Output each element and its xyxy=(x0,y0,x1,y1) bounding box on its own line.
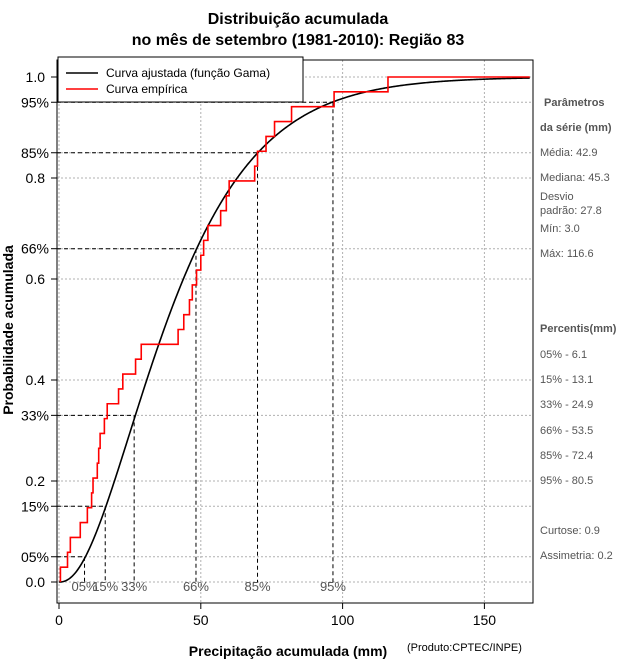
fitted-gamma-curve xyxy=(58,77,530,583)
y-percentile-label: 33% xyxy=(21,407,49,423)
stat-curtose: Curtose: 0.9 xyxy=(540,525,600,537)
percentile-33: 33% - 24.9 xyxy=(540,399,594,411)
chart-title-line2: no mês de setembro (1981-2010): Região 8… xyxy=(132,32,465,49)
y-tick-label: 1.0 xyxy=(26,69,46,85)
y-percentile-label: 95% xyxy=(21,94,49,110)
percentile-15: 15% - 13.1 xyxy=(540,374,594,386)
x-percentile-label: 95% xyxy=(320,579,346,594)
x-percentile-label: 66% xyxy=(183,579,209,594)
params-heading: Parâmetros xyxy=(544,97,605,109)
x-percentile-label: 33% xyxy=(121,579,147,594)
y-tick-label: 0.4 xyxy=(26,372,46,388)
stat-max: Máx: 116.6 xyxy=(540,248,594,260)
y-percentile-label: 05% xyxy=(21,549,49,565)
percentile-reference-lines xyxy=(57,101,334,582)
y-tick-label: 0.8 xyxy=(26,170,46,186)
y-percentile-label: 85% xyxy=(21,145,49,161)
credit-label: (Produto:CPTEC/INPE) xyxy=(407,642,522,654)
x-percentile-label: 05% xyxy=(72,579,98,594)
stat-assimetria: Assimetria: 0.2 xyxy=(540,550,613,562)
x-tick-label: 100 xyxy=(331,612,355,628)
stat-min: Mín: 3.0 xyxy=(540,223,580,235)
y-tick-label: 0.6 xyxy=(26,271,46,287)
axis-ticks: 0 50 100 1500.00.20.40.60.81.005%15%33%66%8… xyxy=(21,69,496,628)
percentile-85: 85% - 72.4 xyxy=(540,450,594,462)
x-tick-label: 150 xyxy=(473,612,497,628)
chart-title-line1: Distribuição acumulada xyxy=(208,11,389,28)
y-percentile-label: 66% xyxy=(21,241,49,257)
y-tick-label: 0.2 xyxy=(26,473,46,489)
empirical-step-curve xyxy=(59,76,530,582)
params-heading-unit: da série (mm) xyxy=(540,122,612,134)
stat-mediana: Mediana: 45.3 xyxy=(540,172,610,184)
x-percentile-label: 85% xyxy=(245,579,271,594)
grid-lines xyxy=(57,60,533,603)
y-percentile-label: 15% xyxy=(21,498,49,514)
stat-desvio-label: Desvio xyxy=(540,191,574,203)
plot-frame xyxy=(56,59,534,604)
percentile-95: 95% - 80.5 xyxy=(540,475,594,487)
stat-desvio-value: padrão: 27.8 xyxy=(540,205,602,217)
stat-media: Média: 42.9 xyxy=(540,147,598,159)
percentile-66: 66% - 53.5 xyxy=(540,425,594,437)
x-percentile-label: 15% xyxy=(92,579,118,594)
percentile-05: 05% - 6.1 xyxy=(540,349,588,361)
x-tick-label: 50 xyxy=(193,612,209,628)
y-axis-label: Probabilidade acumulada xyxy=(0,245,16,415)
legend-empirical-label: Curva empírica xyxy=(106,82,188,96)
x-tick-label: 0 xyxy=(55,612,63,628)
y-tick-label: 0.0 xyxy=(26,574,46,590)
legend-box xyxy=(57,56,304,103)
x-axis-label: Precipitação acumulada (mm) xyxy=(189,643,387,659)
legend: Curva ajustada (função Gama) Curva empír… xyxy=(57,56,304,103)
percentis-heading: Percentis(mm) xyxy=(540,323,617,335)
legend-fitted-label: Curva ajustada (função Gama) xyxy=(106,66,270,80)
